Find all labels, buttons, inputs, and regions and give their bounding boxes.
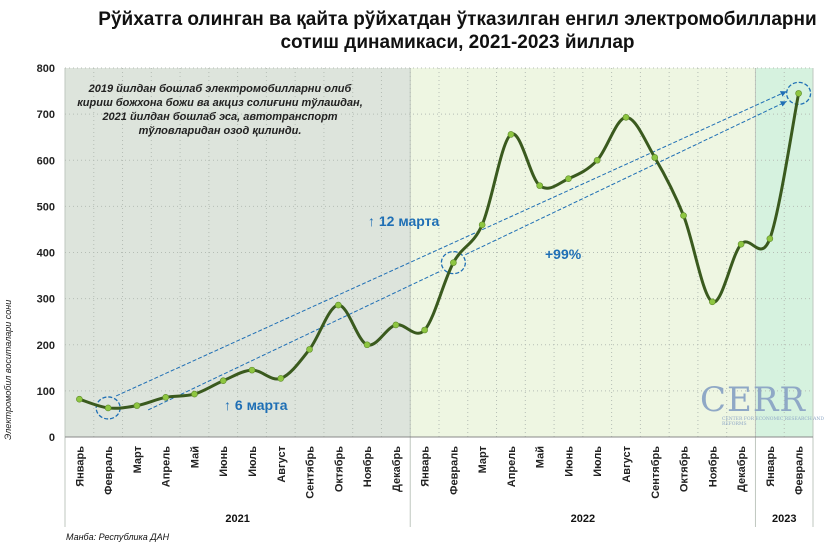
x-tick-label: Январь [765, 446, 777, 487]
year-label: 2023 [772, 513, 796, 525]
year-label: 2022 [571, 513, 595, 525]
x-tick-label: Август [276, 445, 288, 482]
data-point [191, 390, 198, 398]
y-tick-label: 100 [37, 386, 55, 398]
logo-name: CERR [700, 380, 807, 420]
x-tick-label: Март [477, 445, 489, 473]
x-tick-label: Декабрь [736, 446, 748, 492]
x-tick-label: Ноябрь [707, 446, 719, 487]
data-point [709, 298, 716, 306]
x-tick-label: Октябрь [333, 446, 345, 492]
data-point [766, 235, 774, 242]
y-tick-label: 400 [37, 248, 55, 260]
data-point [536, 182, 543, 189]
x-tick-label: Январь [74, 446, 86, 487]
x-tick-label: Февраль [103, 446, 115, 495]
data-point [219, 377, 227, 385]
x-tick-label: Июнь [563, 446, 575, 477]
x-tick-label: Октябрь [679, 446, 691, 492]
source-note: Манба: Республика ДАН [66, 532, 170, 542]
guide-arrow-growth [465, 100, 787, 256]
year-label: 2021 [225, 513, 249, 525]
annotation-12x: ↑ 12 марта [368, 213, 440, 229]
y-tick-label: 300 [37, 294, 55, 306]
y-tick-label: 700 [37, 109, 55, 121]
x-tick-label: Апрель [161, 446, 173, 487]
data-point [478, 221, 486, 229]
x-tick-label: Декабрь [391, 446, 403, 492]
y-tick-label: 0 [49, 432, 55, 444]
guide-arrow-12x [115, 90, 787, 397]
annotation-6x: ↑ 6 марта [224, 397, 288, 413]
x-tick-label: Март [132, 445, 144, 473]
y-tick-label: 500 [37, 201, 55, 213]
x-tick-label: Июль [247, 446, 259, 477]
data-point [335, 301, 342, 309]
x-tick-label: Август [621, 445, 633, 482]
x-tick-label: Февраль [794, 446, 806, 495]
data-point [277, 375, 285, 382]
annotation-growth: +99% [545, 246, 582, 262]
data-point [593, 156, 601, 164]
highlight-circle [785, 81, 812, 106]
data-point [76, 395, 83, 403]
y-tick-label: 800 [37, 63, 55, 75]
data-point [133, 402, 141, 409]
cerr-logo: CERR Center for economic research and re… [700, 383, 833, 427]
chart-title: Рўйхатга олинган ва қайта рўйхатдан ўтка… [98, 9, 817, 53]
data-point [248, 366, 256, 374]
x-tick-label: Сентябрь [305, 446, 317, 499]
highlight-circle [440, 250, 467, 275]
data-point [680, 212, 687, 219]
x-tick-label: Февраль [448, 446, 460, 495]
x-tick-label: Май [189, 446, 201, 468]
data-point [651, 154, 659, 161]
x-tick-label: Сентябрь [650, 446, 662, 499]
y-tick-label: 200 [37, 340, 55, 352]
data-point [737, 240, 745, 248]
x-tick-label: Апрель [506, 446, 518, 487]
logo-subtitle: Center for economic research and reforms [722, 417, 824, 427]
policy-note: 2019 йилдан бошлаб электромобилларни оли… [77, 83, 363, 137]
data-point [162, 394, 169, 401]
x-tick-label: Ноябрь [362, 446, 374, 487]
data-point [622, 114, 630, 121]
data-point [104, 404, 112, 412]
x-tick-label: Май [535, 446, 547, 468]
data-point [421, 326, 428, 334]
x-tick-label: Июнь [218, 446, 230, 477]
data-point [392, 321, 400, 329]
data-point [450, 259, 457, 266]
data-point [507, 131, 515, 138]
data-point [565, 175, 572, 182]
y-tick-label: 600 [37, 155, 55, 167]
data-point [306, 346, 313, 353]
y-axis-label: Электромобил воситалари сони [3, 299, 13, 440]
x-tick-label: Январь [420, 446, 432, 487]
guide-line-6x [147, 270, 442, 411]
data-point [363, 341, 371, 349]
data-point [795, 90, 802, 97]
x-tick-label: Июль [592, 446, 604, 477]
